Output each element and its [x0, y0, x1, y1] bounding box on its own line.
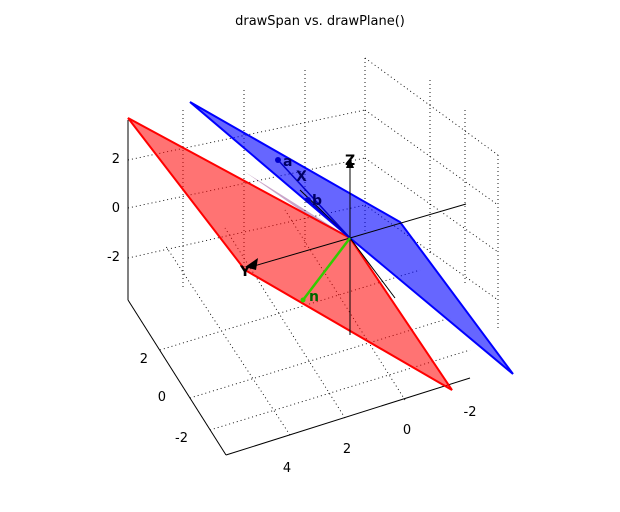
vector-a	[277, 159, 351, 239]
label-n: n	[309, 289, 319, 305]
plane-overlap	[245, 172, 350, 238]
y-tick-label: -2	[464, 405, 477, 420]
grid-line	[127, 204, 366, 259]
label-z: Z	[345, 153, 355, 169]
y-tick-label: 0	[403, 423, 411, 438]
y-axis-vector	[246, 237, 351, 269]
normal-vector-tip	[300, 297, 306, 303]
vector-b-tip	[305, 197, 311, 203]
z-arrowhead	[346, 158, 354, 168]
z-tick-label: 0	[112, 201, 120, 216]
x-tick-label: 0	[158, 390, 166, 405]
normal-vector	[302, 237, 351, 301]
grid-line	[364, 109, 499, 206]
z-tick-label: 2	[112, 152, 120, 167]
grid-line	[189, 317, 451, 399]
grid-line	[364, 204, 499, 301]
vector-a-tip	[275, 157, 281, 163]
label-x: X	[296, 169, 307, 185]
grid-line	[364, 57, 499, 156]
y-arrowhead	[245, 258, 258, 270]
x-tick-label: 2	[140, 352, 148, 367]
x-axis-vector	[349, 203, 467, 239]
grid-line	[159, 269, 421, 351]
grid-line	[224, 227, 346, 419]
label-a: a	[283, 154, 292, 170]
chart-title: drawSpan vs. drawPlane()	[235, 14, 405, 29]
origin-diagonal-2	[349, 237, 396, 299]
span-plane	[127, 117, 453, 391]
grid-line	[127, 157, 366, 209]
vector-b	[307, 199, 351, 239]
x-axis-line	[225, 377, 471, 456]
grid-line	[209, 349, 471, 431]
x-tick-label: -2	[175, 431, 188, 446]
label-y: Y	[239, 264, 251, 280]
label-b: b	[312, 193, 322, 209]
y-tick-label: 2	[343, 442, 351, 457]
z-tick-label: -2	[107, 250, 120, 265]
y-tick-label: 4	[283, 461, 291, 476]
y-axis-line	[127, 299, 227, 456]
